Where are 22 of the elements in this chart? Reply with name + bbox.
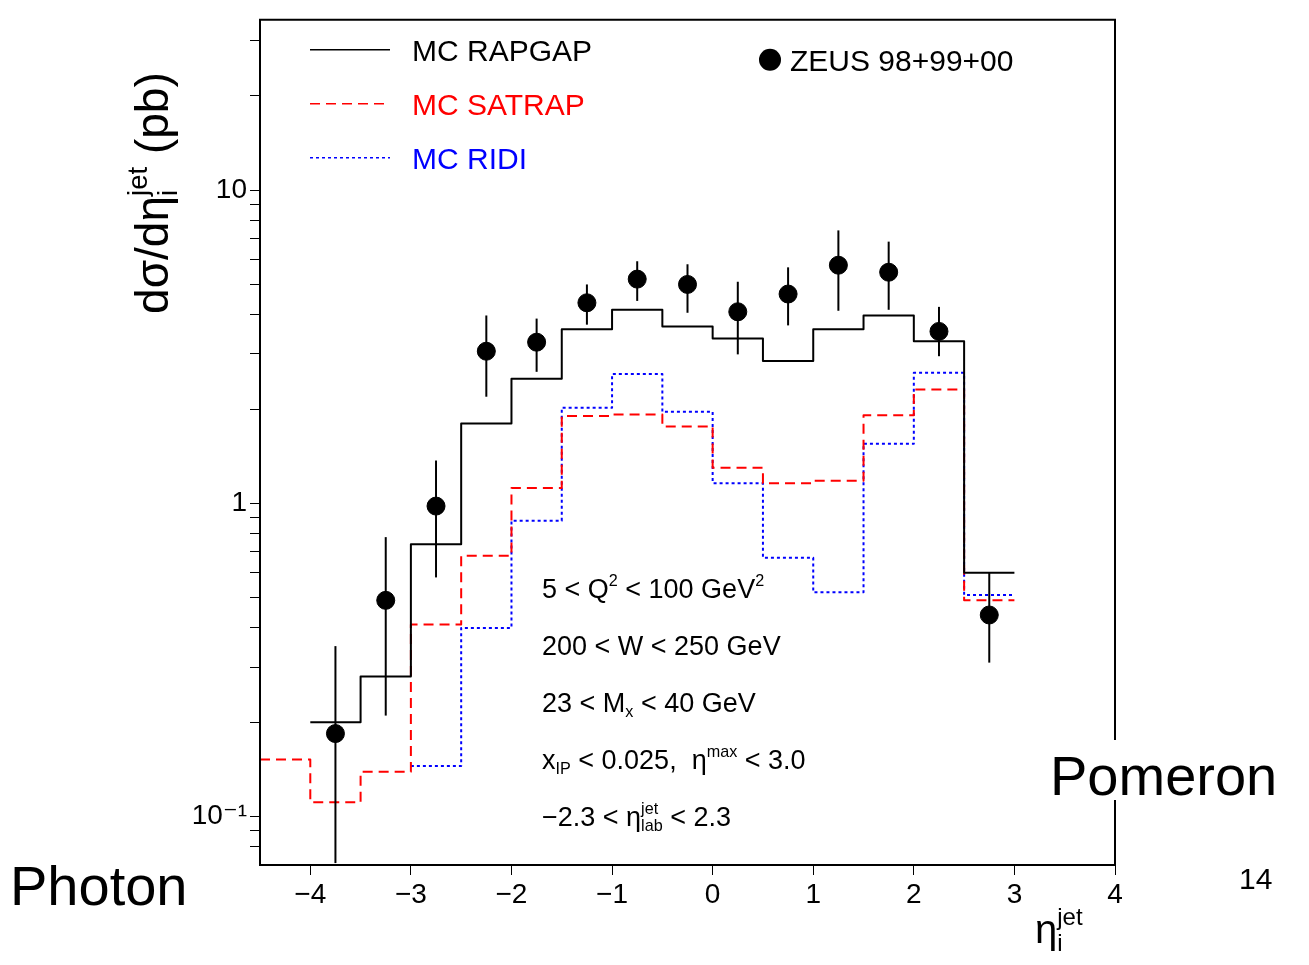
x-tick-label: −1 [596, 877, 629, 909]
x-tick-label: 2 [906, 877, 922, 909]
legend-label: ZEUS 98+99+00 [790, 43, 1014, 77]
legend-label: MC RAPGAP [412, 33, 593, 67]
annotation: 200 < W < 250 GeV [542, 630, 781, 661]
x-tick-label: 4 [1107, 877, 1123, 909]
y-axis-title: dσ/dηijet (pb) [122, 72, 184, 314]
x-tick-label: −3 [394, 877, 427, 909]
x-tick-label: 1 [805, 877, 822, 909]
x-tick-label: −2 [495, 877, 528, 909]
point [678, 274, 697, 294]
legend-label: MC RIDI [412, 141, 527, 175]
annotation: Pomeron [1050, 744, 1278, 807]
y-tick-label: 10⁻¹ [191, 799, 247, 831]
x-tick-label: −4 [294, 877, 327, 909]
y-tick-label: 10 [215, 172, 247, 204]
y-tick-label: 1 [231, 486, 247, 518]
text: Photon [10, 854, 188, 917]
x-tick-label: 3 [1006, 877, 1023, 909]
text: 14 [1239, 862, 1273, 895]
x-tick-label: 0 [704, 877, 721, 909]
legend-label: MC SATRAP [412, 87, 585, 121]
